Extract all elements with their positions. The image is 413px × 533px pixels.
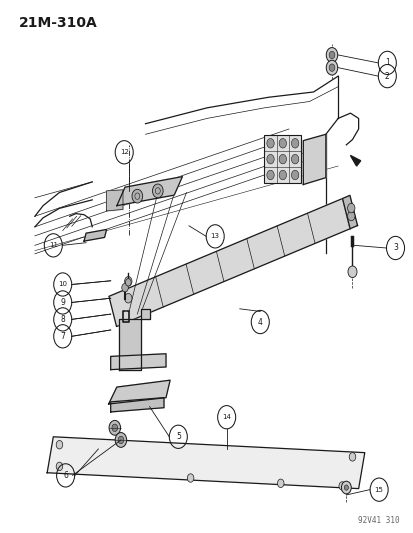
Text: 21M-310A: 21M-310A xyxy=(19,16,97,30)
Circle shape xyxy=(152,184,163,198)
Circle shape xyxy=(278,139,286,148)
Text: 5: 5 xyxy=(176,432,180,441)
Circle shape xyxy=(341,481,350,494)
Circle shape xyxy=(124,294,132,303)
Polygon shape xyxy=(106,190,123,211)
Circle shape xyxy=(266,139,273,148)
Circle shape xyxy=(187,474,193,482)
Circle shape xyxy=(56,462,63,471)
Polygon shape xyxy=(342,196,357,229)
Circle shape xyxy=(291,170,298,180)
Text: 10: 10 xyxy=(58,281,67,287)
Polygon shape xyxy=(110,398,164,412)
Circle shape xyxy=(344,485,348,490)
Circle shape xyxy=(115,433,126,447)
Text: 1: 1 xyxy=(384,59,389,67)
Polygon shape xyxy=(349,156,360,166)
Circle shape xyxy=(338,482,345,490)
Text: 8: 8 xyxy=(60,315,65,324)
Circle shape xyxy=(132,189,142,203)
Circle shape xyxy=(277,479,283,488)
Circle shape xyxy=(347,211,354,221)
Text: 9: 9 xyxy=(60,298,65,307)
Polygon shape xyxy=(110,354,166,369)
Text: 92V41 310: 92V41 310 xyxy=(357,515,399,524)
Text: 13: 13 xyxy=(210,233,219,239)
Circle shape xyxy=(347,203,354,213)
Circle shape xyxy=(121,284,128,292)
Text: 15: 15 xyxy=(374,487,382,492)
Circle shape xyxy=(125,279,131,286)
Circle shape xyxy=(347,266,356,278)
Text: 11: 11 xyxy=(49,243,58,248)
Polygon shape xyxy=(47,437,364,489)
Circle shape xyxy=(291,139,298,148)
Circle shape xyxy=(266,170,273,180)
Polygon shape xyxy=(119,309,149,369)
Circle shape xyxy=(109,421,120,435)
Circle shape xyxy=(328,51,334,59)
Circle shape xyxy=(349,453,355,461)
Circle shape xyxy=(291,155,298,164)
Text: 14: 14 xyxy=(222,414,230,420)
Text: 3: 3 xyxy=(392,244,397,253)
Circle shape xyxy=(278,155,286,164)
Circle shape xyxy=(124,277,132,286)
Polygon shape xyxy=(109,198,349,327)
Circle shape xyxy=(112,424,117,432)
Circle shape xyxy=(118,436,123,443)
Text: 4: 4 xyxy=(257,318,262,327)
Circle shape xyxy=(266,155,273,164)
Polygon shape xyxy=(108,380,170,404)
Polygon shape xyxy=(303,134,325,184)
Circle shape xyxy=(325,47,337,62)
Text: 2: 2 xyxy=(384,71,389,80)
Circle shape xyxy=(328,64,334,71)
Circle shape xyxy=(325,60,337,75)
FancyBboxPatch shape xyxy=(264,135,301,183)
Text: 7: 7 xyxy=(60,332,65,341)
Polygon shape xyxy=(84,230,106,241)
Text: 6: 6 xyxy=(63,471,68,480)
Circle shape xyxy=(278,170,286,180)
Text: 12: 12 xyxy=(119,149,128,155)
Circle shape xyxy=(56,440,63,449)
Polygon shape xyxy=(116,176,182,206)
